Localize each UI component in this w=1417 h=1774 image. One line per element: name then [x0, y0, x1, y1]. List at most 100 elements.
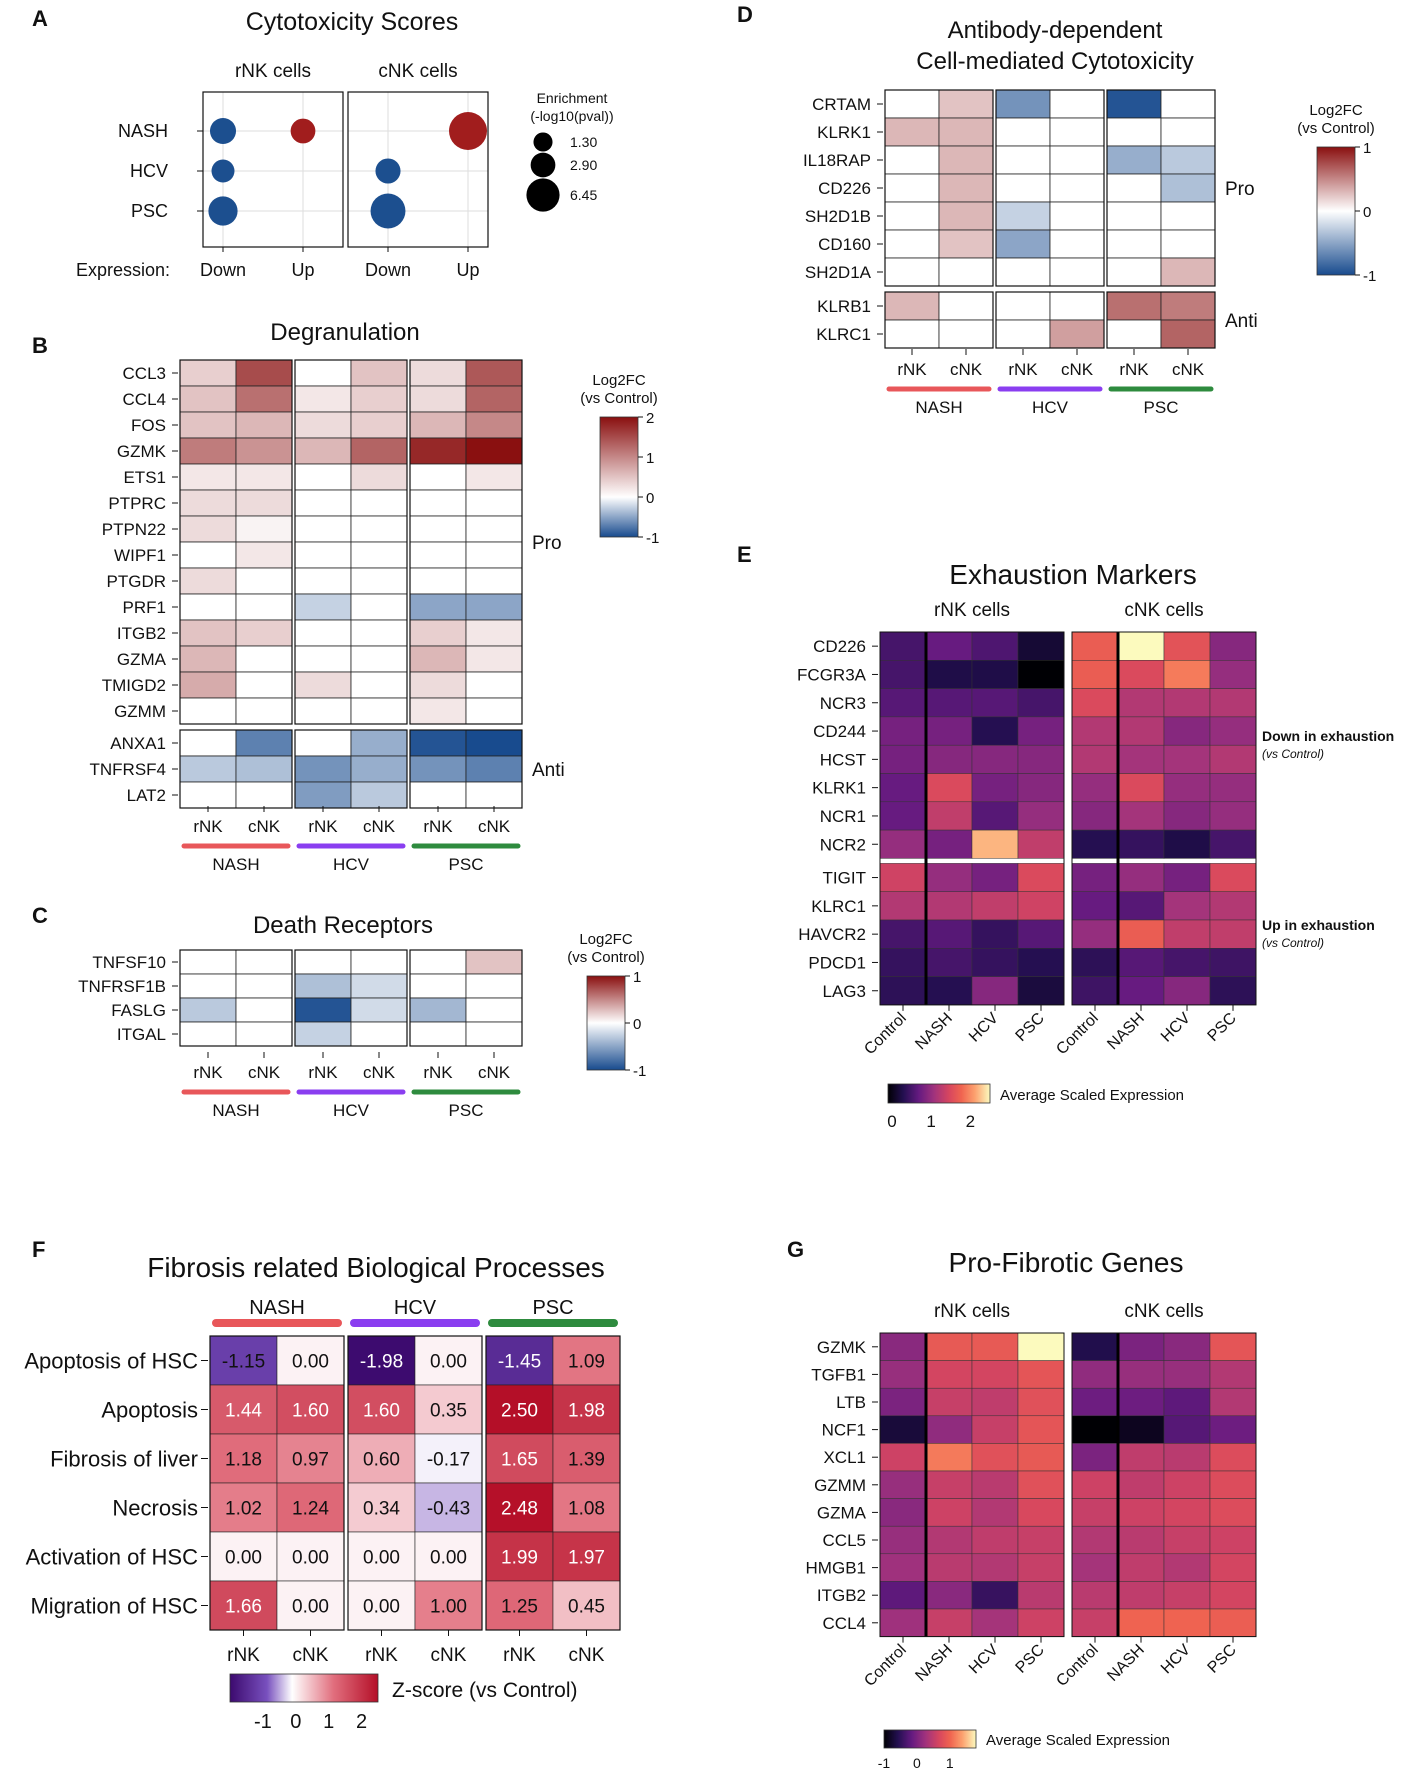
heatmap-cell [938, 257, 994, 287]
x-tick-label: HCV [1158, 1641, 1194, 1677]
heatmap-cell [350, 567, 408, 595]
heatmap-cell [294, 619, 352, 647]
heatmap-cell [235, 411, 293, 439]
y-tick-label: ETS1 [123, 468, 166, 487]
panel-label-b: B [32, 333, 48, 358]
legend-tick-label: 1 [633, 969, 641, 986]
y-tick-label: CD160 [818, 235, 871, 254]
heatmap-cell [350, 1021, 408, 1047]
legend-colorbar [599, 416, 639, 538]
heatmap-cell [1209, 660, 1257, 689]
heatmap-cell [925, 801, 973, 831]
x-tick-label: Down [365, 260, 411, 280]
heatmap-cell [925, 660, 973, 689]
heatmap-cell [1163, 1608, 1211, 1637]
heatmap-cell [350, 645, 408, 673]
heatmap-cell [884, 257, 940, 287]
heatmap-cell [1049, 145, 1105, 175]
panel-label-e: E [737, 542, 752, 567]
heatmap-cell [884, 89, 940, 119]
legend-bubble [526, 178, 560, 212]
y-tick-label: LAT2 [127, 786, 166, 805]
legend-tick-label: 0 [913, 1755, 921, 1771]
heatmap-cell [235, 593, 293, 621]
heatmap-cell [938, 229, 994, 259]
legend-tick-label: 1 [1363, 140, 1371, 157]
heatmap-cell [925, 919, 973, 949]
heatmap-cell [971, 744, 1019, 774]
heatmap-cell [971, 1415, 1019, 1444]
legend-tick-label: 2 [646, 410, 654, 427]
chart-title-d: Cell-mediated Cytotoxicity [916, 48, 1193, 75]
legend-title: Average Scaled Expression [986, 1732, 1170, 1749]
heatmap-cell [925, 1581, 973, 1610]
heatmap-cell [1017, 1443, 1065, 1472]
heatmap-cell [938, 291, 994, 321]
y-tick-label: TIGIT [823, 869, 866, 888]
row-group-label: Anti [532, 760, 565, 781]
heatmap-cell [465, 645, 523, 673]
heatmap-cell [350, 489, 408, 517]
heatmap-cell [925, 716, 973, 746]
group-label: PSC [449, 855, 484, 874]
x-tick-label: cNK [478, 817, 511, 836]
chart-title-d: Antibody-dependent [948, 17, 1163, 44]
heatmap-cell [925, 1443, 973, 1472]
heatmap-cell [879, 1525, 927, 1555]
y-tick-label: NCF1 [822, 1421, 866, 1440]
heatmap-cell [465, 437, 523, 465]
heatmap-cell [879, 1581, 927, 1610]
heatmap-cell [1071, 1415, 1119, 1444]
heatmap-cell [879, 744, 927, 774]
cell-value-label: 0.35 [430, 1401, 467, 1422]
heatmap-cell [414, 1482, 483, 1533]
cell-value-label: 1.66 [225, 1597, 262, 1618]
heatmap-cell [1117, 1553, 1165, 1582]
heatmap-cell [347, 1433, 416, 1484]
cell-value-label: 1.00 [430, 1597, 467, 1618]
block-frame [409, 729, 523, 809]
cell-value-label: 1.24 [292, 1499, 329, 1520]
heatmap-cell [465, 729, 523, 757]
group-label: HCV [333, 1101, 370, 1120]
heatmap-cell [1117, 919, 1165, 949]
cell-value-label: -1.15 [222, 1352, 265, 1373]
heatmap-cell [1209, 1387, 1257, 1417]
heatmap-cell [409, 671, 467, 699]
heatmap-cell [347, 1384, 416, 1435]
cell-value-label: 2.48 [501, 1499, 538, 1520]
heatmap-cell [409, 437, 467, 465]
chart-title-b: Degranulation [270, 319, 419, 346]
bubble-point [375, 158, 401, 184]
heatmap-cell [1117, 891, 1165, 921]
y-tick-label: CCL3 [123, 364, 166, 383]
heatmap-cell [1209, 744, 1257, 774]
heatmap-cell [1117, 1387, 1165, 1417]
heatmap-cell [294, 593, 352, 621]
cell-value-label: 0.00 [363, 1548, 400, 1569]
heatmap-cell [1209, 1525, 1257, 1555]
heatmap-cell [1106, 229, 1162, 259]
heatmap-cell [995, 229, 1051, 259]
heatmap-cell [879, 1360, 927, 1389]
legend-subtitle: (vs Control) [580, 390, 658, 407]
heatmap-cell [971, 1360, 1019, 1389]
legend-tick-label: 1 [926, 1112, 935, 1131]
heatmap-cell [879, 1332, 927, 1361]
heatmap-cell [1106, 319, 1162, 349]
y-tick-label: Fibrosis of liver [50, 1447, 198, 1472]
heatmap-cell [409, 997, 467, 1023]
legend-title: Average Scaled Expression [1000, 1087, 1184, 1104]
heatmap-cell [350, 619, 408, 647]
x-tick-label: cNK [248, 817, 281, 836]
x-tick-label: NASH [912, 1010, 955, 1053]
x-tick-label: cNK [478, 1063, 511, 1082]
heatmap-cell [294, 671, 352, 699]
cell-value-label: 1.09 [568, 1352, 605, 1373]
heatmap-cell [1017, 688, 1065, 718]
facet-label: rNK cells [934, 1301, 1010, 1322]
heatmap-cell [971, 660, 1019, 689]
row-group-sublabel: (vs Control) [1262, 747, 1324, 761]
cell-value-label: -0.43 [427, 1499, 470, 1520]
heatmap-cell [409, 781, 467, 809]
